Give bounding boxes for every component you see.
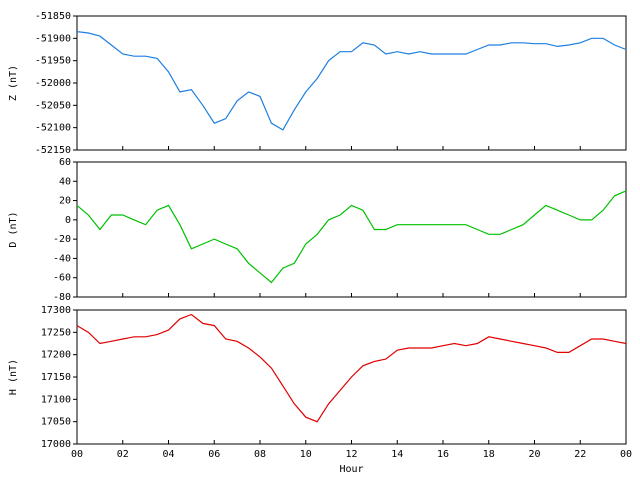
x-tick-label: 16 [437,449,449,460]
y-tick-label: -52150 [35,145,71,156]
y-tick-label: 17100 [41,394,71,405]
plot-frame [76,15,627,151]
x-tick-label: 20 [528,449,540,460]
data-line [76,31,627,131]
y-tick-label: 0 [65,215,71,226]
y-axis-label: D (nT) [8,211,19,247]
y-axis-label: H (nT) [8,359,19,395]
y-tick-label: -52100 [35,123,71,134]
y-tick-label: 17300 [41,305,71,316]
y-tick-label: -51950 [35,56,71,67]
x-tick-label: 02 [117,449,129,460]
x-axis-label: Hour [339,464,363,475]
y-tick-label: 40 [59,176,71,187]
y-axis-label: Z (nT) [8,65,19,101]
x-tick-label: 06 [208,449,220,460]
y-tick-label: -51850 [35,11,71,22]
x-tick-label: 14 [391,449,403,460]
x-tick-label: 12 [345,449,357,460]
y-tick-label: 20 [59,196,71,207]
y-tick-label: -80 [53,292,71,303]
x-tick-label: 18 [483,449,495,460]
data-line [76,313,627,423]
y-tick-label: -52050 [35,100,71,111]
y-tick-label: 17050 [41,417,71,428]
x-tick-label: 08 [254,449,266,460]
x-tick-label: 00 [71,449,83,460]
y-tick-label: -52000 [35,78,71,89]
x-tick-label: 00 [620,449,632,460]
y-tick-label: 17150 [41,372,71,383]
x-tick-label: 04 [162,449,174,460]
x-tick-label: 22 [574,449,586,460]
y-tick-label: -20 [53,234,71,245]
y-tick-label: -40 [53,253,71,264]
data-line [76,190,627,284]
y-tick-label: 17000 [41,439,71,450]
y-tick-label: -51900 [35,33,71,44]
y-tick-label: 60 [59,157,71,168]
x-tick-label: 10 [300,449,312,460]
y-tick-label: -60 [53,273,71,284]
y-tick-label: 17250 [41,327,71,338]
plot-frame [76,161,627,298]
y-tick-label: 17200 [41,350,71,361]
